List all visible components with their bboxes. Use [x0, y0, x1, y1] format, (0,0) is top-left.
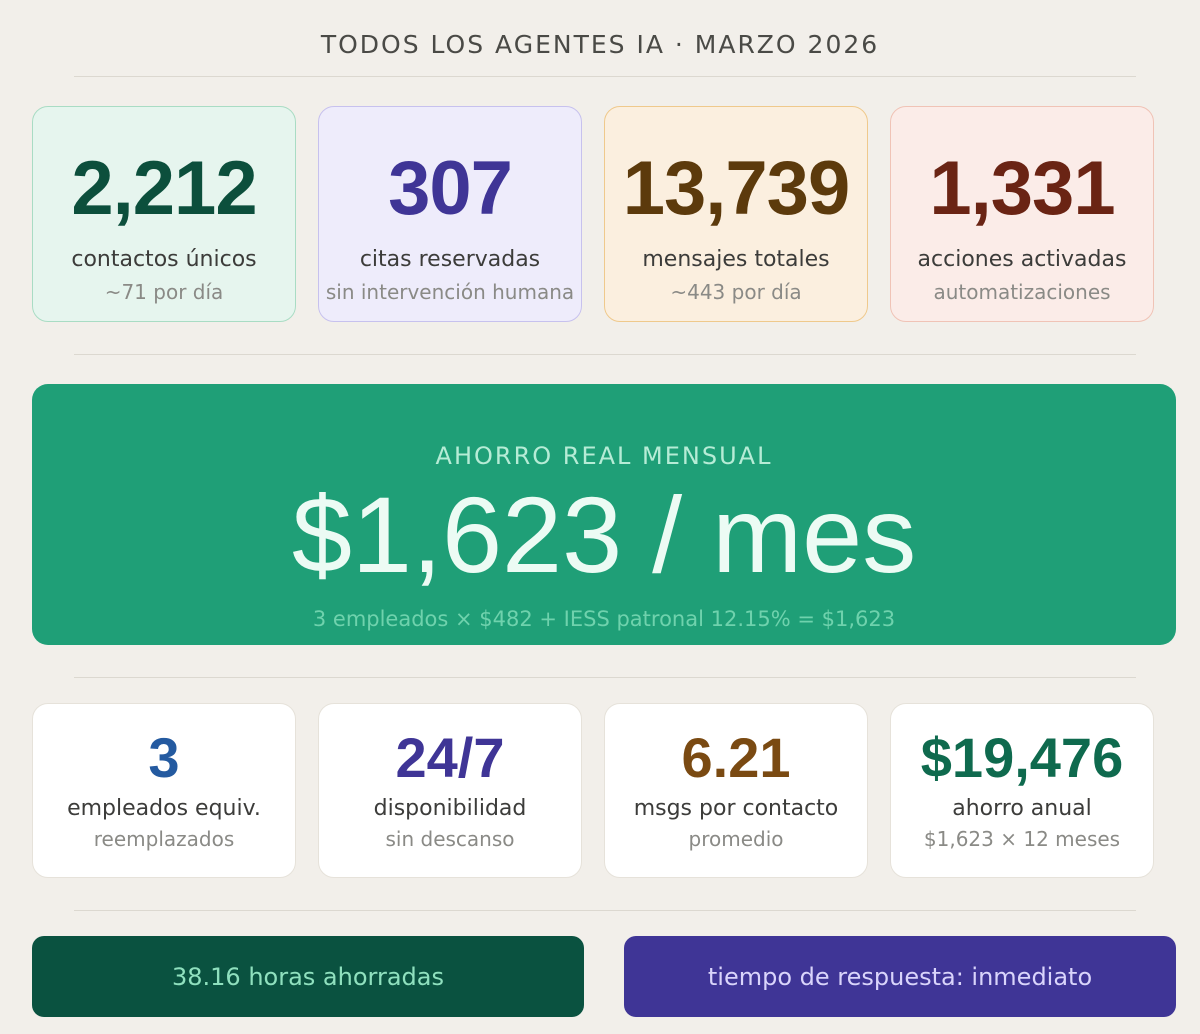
stat-card-messages: 13,739 mensajes totales ~443 por día [604, 106, 868, 322]
stat-card-availability: 24/7 disponibilidad sin descanso [318, 703, 582, 878]
stat-sublabel: ~71 por día [104, 280, 224, 304]
savings-formula: 3 empleados × $482 + IESS patronal 12.15… [312, 607, 896, 631]
stat-value: 307 [388, 146, 513, 231]
stat-value: 2,212 [71, 146, 257, 231]
stat-label: empleados equiv. [67, 796, 261, 821]
stat-sublabel: sin descanso [385, 827, 515, 851]
stat-label: citas reservadas [359, 247, 541, 272]
divider [74, 76, 1136, 77]
savings-value: $1,623 / mes [291, 474, 917, 595]
stat-sublabel: reemplazados [93, 827, 235, 851]
divider [74, 677, 1136, 678]
stat-sublabel: promedio [688, 827, 784, 851]
stat-card-annual-savings: $19,476 ahorro anual $1,623 × 12 meses [890, 703, 1154, 878]
stat-label: disponibilidad [373, 796, 527, 821]
stat-value: 6.21 [681, 726, 791, 789]
stat-sublabel: $1,623 × 12 meses [923, 827, 1121, 851]
stat-card-employees: 3 empleados equiv. reemplazados [32, 703, 296, 878]
stat-label: mensajes totales [642, 247, 830, 272]
stat-card-msgs-per-contact: 6.21 msgs por contacto promedio [604, 703, 868, 878]
stat-value: $19,476 [920, 726, 1124, 789]
stat-value: 24/7 [395, 726, 505, 789]
divider [74, 910, 1136, 911]
response-time-badge: tiempo de respuesta: inmediato [624, 936, 1176, 1017]
divider [74, 354, 1136, 355]
stat-label: msgs por contacto [633, 796, 839, 821]
savings-kicker: AHORRO REAL MENSUAL [435, 442, 773, 470]
hours-saved-label: 38.16 horas ahorradas [171, 962, 444, 991]
stat-label: contactos únicos [71, 247, 257, 272]
stat-sublabel: automatizaciones [933, 280, 1111, 304]
stat-card-actions: 1,331 acciones activadas automatizacione… [890, 106, 1154, 322]
page-title: TODOS LOS AGENTES IA · MARZO 2026 [320, 30, 880, 59]
stat-value: 1,331 [929, 146, 1115, 231]
stat-value: 13,739 [622, 146, 850, 231]
hours-saved-badge: 38.16 horas ahorradas [32, 936, 584, 1017]
stat-value: 3 [148, 726, 180, 789]
stat-sublabel: sin intervención humana [325, 280, 575, 304]
response-time-label: tiempo de respuesta: inmediato [707, 962, 1093, 991]
stat-card-contacts: 2,212 contactos únicos ~71 por día [32, 106, 296, 322]
stat-label: acciones activadas [917, 247, 1127, 272]
monthly-savings-banner: AHORRO REAL MENSUAL $1,623 / mes 3 emple… [32, 384, 1176, 645]
stat-card-appointments: 307 citas reservadas sin intervención hu… [318, 106, 582, 322]
stat-label: ahorro anual [952, 796, 1092, 821]
stat-sublabel: ~443 por día [670, 280, 802, 304]
